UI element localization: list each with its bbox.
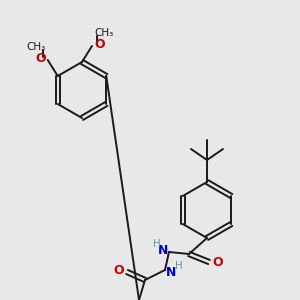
Text: H: H xyxy=(175,261,183,271)
Text: O: O xyxy=(212,256,223,268)
Text: O: O xyxy=(35,52,46,65)
Text: H: H xyxy=(153,239,161,249)
Text: CH₃: CH₃ xyxy=(94,28,113,38)
Text: N: N xyxy=(158,244,168,256)
Text: CH₃: CH₃ xyxy=(26,42,46,52)
Text: O: O xyxy=(94,38,105,52)
Text: N: N xyxy=(166,266,176,278)
Text: O: O xyxy=(113,265,124,278)
